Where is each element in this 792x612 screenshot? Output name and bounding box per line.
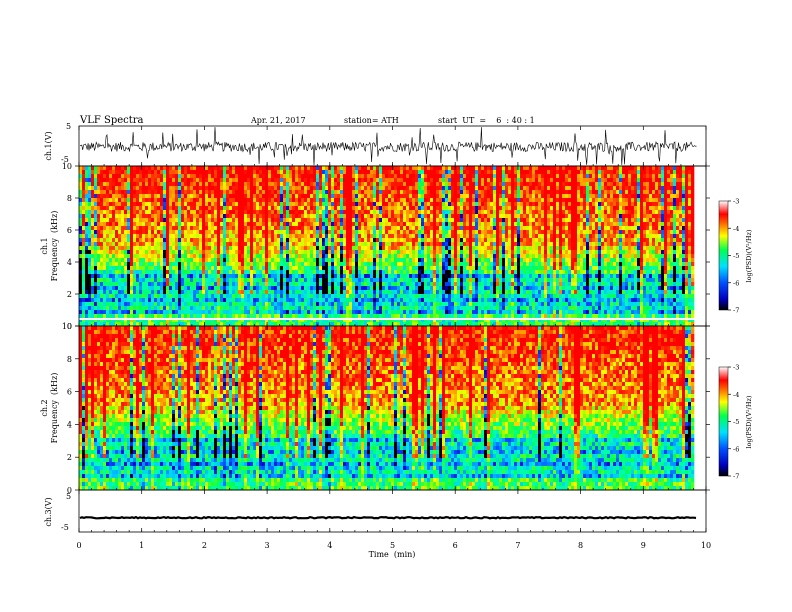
ch2-spectrogram-image <box>79 326 695 491</box>
colorbar-tick-label: -7 <box>733 307 739 315</box>
spec-ytick-label: 4 <box>67 420 72 429</box>
ch1-spectrogram-image <box>79 166 697 327</box>
ch3-ytick-bottom: -5 <box>61 523 69 532</box>
ch2-colorbar-label: log(PSD)(V²/Hz) <box>745 395 753 448</box>
ch1-colorbar-label: log(PSD)(V²/Hz) <box>745 229 753 282</box>
spec-ytick-label: 8 <box>67 194 72 203</box>
spec-ytick-label: 4 <box>67 258 72 267</box>
ch3-waveform-panel: 5 -5 ch.3(V) <box>44 489 707 533</box>
spec-ytick-label: 0 <box>67 322 72 331</box>
time-tick-label: 3 <box>265 541 270 550</box>
ch2-colorbar: -3 -4 -5 -6 -7 log(PSD)(V²/Hz) <box>718 364 753 481</box>
time-tick-label: 10 <box>701 541 711 550</box>
figure-title: VLF Spectra <box>79 115 144 126</box>
ch3-waveform-line <box>79 515 697 520</box>
time-tick-label: 7 <box>515 541 520 550</box>
colorbar-tick-label: -6 <box>733 279 739 287</box>
ch1-waveform-line <box>79 126 697 166</box>
colorbar-tick-label: -4 <box>733 225 739 233</box>
time-tick-label: 1 <box>139 541 144 550</box>
ch1-spec-ylabel-line2: Frequency (kHz) <box>50 211 59 282</box>
ch2-spectrogram-panel: 0 2 4 6 8 10 ch.2 Frequency (kHz) <box>40 322 710 495</box>
spec-ytick-label: 10 <box>62 322 72 331</box>
ch1-ylabel: ch.1(V) <box>44 131 53 160</box>
time-axis-ticks <box>78 126 707 532</box>
time-axis-title: Time (min) <box>369 550 416 559</box>
time-tick-label: 9 <box>641 541 646 550</box>
ch3-ylabel: ch.3(V) <box>44 497 53 526</box>
ch1-spectrogram-panel: 0 2 4 6 8 10 ch.1 Frequency (kHz) <box>40 162 710 331</box>
ch1-colorbar: -3 -4 -5 -6 -7 log(PSD)(V²/Hz) <box>718 198 753 315</box>
colorbar-tick-label: -7 <box>733 473 739 481</box>
date-label: Apr. 21, 2017 <box>250 116 306 125</box>
spec-ytick-label: 10 <box>62 162 72 171</box>
spec-ytick-label: 6 <box>67 388 72 397</box>
station-label: station= ATH <box>344 116 399 125</box>
ch2-spec-ylabel-line1: ch.2 <box>40 399 49 416</box>
time-tick-label: 0 <box>76 541 81 550</box>
colorbar-tick-label: -5 <box>733 418 739 426</box>
colorbar-tick-label: -3 <box>733 198 739 206</box>
colorbar-tick-label: -4 <box>733 391 739 399</box>
ch1-waveform-panel: 5 -5 ch.1(V) <box>44 122 707 167</box>
spec-ytick-label: 2 <box>67 453 72 462</box>
ch1-ytick-top: 5 <box>66 122 71 131</box>
ch1-ytick-bottom: -5 <box>61 155 69 164</box>
colorbar-tick-label: -6 <box>733 445 739 453</box>
spec-ytick-label: 0 <box>67 486 72 495</box>
start-ut-label: start UT = 6 : 40 : 1 <box>438 116 535 125</box>
time-tick-label: 8 <box>578 541 583 550</box>
ch1-spec-ylabel-line1: ch.1 <box>40 237 49 254</box>
spec-ytick-label: 8 <box>67 355 72 364</box>
ch2-spec-ylabel-line2: Frequency (kHz) <box>50 373 59 444</box>
colorbar-tick-label: -3 <box>733 364 739 372</box>
spec-ytick-label: 2 <box>67 290 72 299</box>
time-tick-label: 5 <box>390 541 395 550</box>
colorbar-tick-label: -5 <box>733 252 739 260</box>
time-tick-label: 2 <box>202 541 207 550</box>
spec-ytick-label: 6 <box>67 226 72 235</box>
time-tick-label: 6 <box>453 541 458 550</box>
time-axis-labels: 0 1 2 3 4 5 6 7 8 9 10 <box>76 541 711 550</box>
ch3-ytick-top: 5 <box>66 492 71 501</box>
time-tick-label: 4 <box>327 541 332 550</box>
